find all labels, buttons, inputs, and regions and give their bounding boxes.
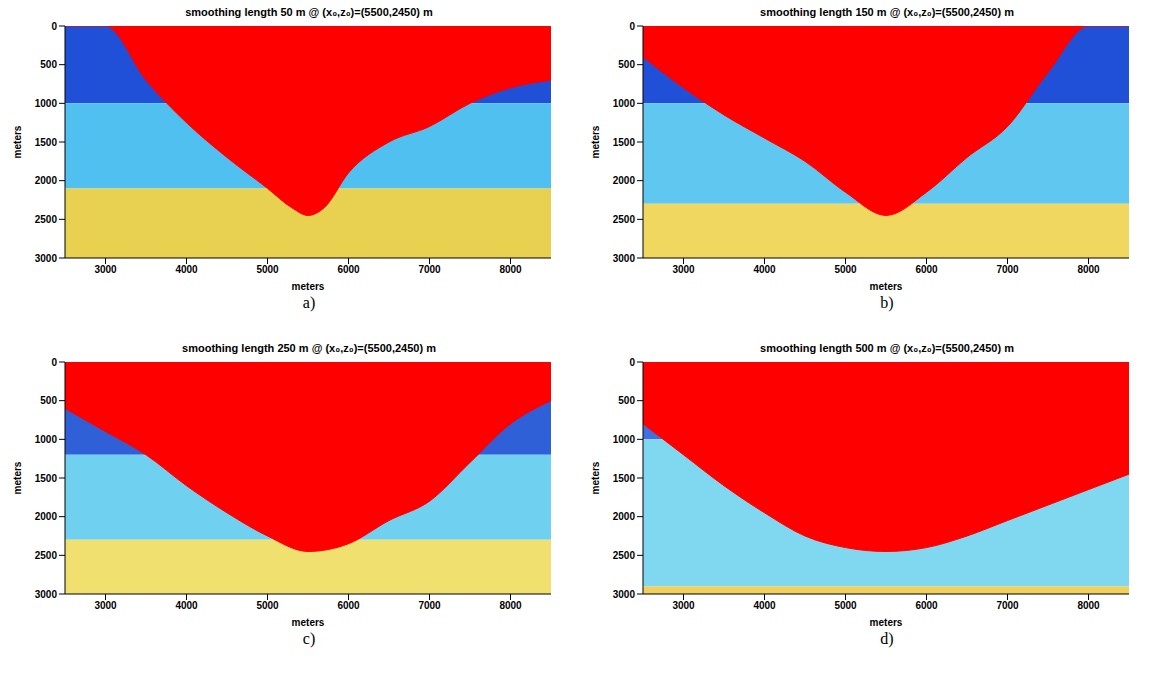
svg-text:1000: 1000 <box>613 434 636 445</box>
svg-text:3000: 3000 <box>613 589 636 600</box>
html-text:a): a) <box>302 294 316 311</box>
svg-text:500: 500 <box>40 395 57 406</box>
svg-text:meters: meters <box>590 125 601 158</box>
svg-text:3000: 3000 <box>672 600 695 611</box>
svg-text:1500: 1500 <box>35 137 58 148</box>
svg-text:7000: 7000 <box>996 264 1019 275</box>
svg-text:3000: 3000 <box>613 253 636 264</box>
svg-text:4000: 4000 <box>753 600 776 611</box>
svg-text:0: 0 <box>629 357 635 368</box>
svg-text:8000: 8000 <box>499 600 522 611</box>
svg-text:2000: 2000 <box>35 175 58 186</box>
svg-text:0: 0 <box>51 357 57 368</box>
svg-text:5000: 5000 <box>834 600 857 611</box>
svg-text:7000: 7000 <box>418 264 441 275</box>
svg-text:2000: 2000 <box>613 175 636 186</box>
svg-text:meters: meters <box>590 461 601 494</box>
svg-text:4000: 4000 <box>175 264 198 275</box>
svg-text:6000: 6000 <box>337 264 360 275</box>
svg-text:5000: 5000 <box>256 600 279 611</box>
svg-text:2000: 2000 <box>35 511 58 522</box>
svg-text:8000: 8000 <box>1077 600 1100 611</box>
svg-text:1500: 1500 <box>613 473 636 484</box>
svg-text:1000: 1000 <box>35 98 58 109</box>
svg-text:6000: 6000 <box>337 600 360 611</box>
svg-text:500: 500 <box>618 59 635 70</box>
svg-text:2500: 2500 <box>35 214 58 225</box>
svg-text:7000: 7000 <box>418 600 441 611</box>
svg-text:3000: 3000 <box>94 600 117 611</box>
svg-text:4000: 4000 <box>753 264 776 275</box>
svg-text:3000: 3000 <box>35 589 58 600</box>
svg-text:5000: 5000 <box>256 264 279 275</box>
svg-text:8000: 8000 <box>499 264 522 275</box>
svg-text:500: 500 <box>40 59 57 70</box>
svg-text:2500: 2500 <box>613 214 636 225</box>
svg-text:3000: 3000 <box>35 253 58 264</box>
svg-text:500: 500 <box>618 395 635 406</box>
html-text:b): b) <box>880 294 894 311</box>
html-text:smoothing length 50 m @ (x₀,z₀: smoothing length 50 m @ (x₀,z₀)=(5500,24… <box>185 6 433 18</box>
svg-text:2000: 2000 <box>613 511 636 522</box>
svg-text:3000: 3000 <box>672 264 695 275</box>
svg-text:meters: meters <box>292 617 325 628</box>
svg-text:1500: 1500 <box>35 473 58 484</box>
svg-text:3000: 3000 <box>94 264 117 275</box>
svg-text:1000: 1000 <box>35 434 58 445</box>
html-text:d): d) <box>880 630 894 647</box>
html-text:c): c) <box>302 630 316 647</box>
svg-text:meters: meters <box>292 281 325 292</box>
svg-text:1500: 1500 <box>613 137 636 148</box>
svg-text:meters: meters <box>12 461 23 494</box>
svg-text:meters: meters <box>12 125 23 158</box>
svg-text:7000: 7000 <box>996 600 1019 611</box>
svg-text:0: 0 <box>629 21 635 32</box>
svg-text:0: 0 <box>51 21 57 32</box>
html-text:smoothing length 500 m @ (x₀,z: smoothing length 500 m @ (x₀,z₀)=(5500,2… <box>760 342 1014 354</box>
svg-text:meters: meters <box>870 617 903 628</box>
svg-text:8000: 8000 <box>1077 264 1100 275</box>
svg-text:2500: 2500 <box>35 550 58 561</box>
svg-text:4000: 4000 <box>175 600 198 611</box>
html-text:smoothing length 250 m @ (x₀,z: smoothing length 250 m @ (x₀,z₀)=(5500,2… <box>182 342 436 354</box>
svg-text:2500: 2500 <box>613 550 636 561</box>
svg-text:6000: 6000 <box>915 600 938 611</box>
html-text:smoothing length 150 m @ (x₀,z: smoothing length 150 m @ (x₀,z₀)=(5500,2… <box>760 6 1014 18</box>
svg-text:1000: 1000 <box>613 98 636 109</box>
svg-text:5000: 5000 <box>834 264 857 275</box>
svg-text:meters: meters <box>870 281 903 292</box>
svg-text:6000: 6000 <box>915 264 938 275</box>
